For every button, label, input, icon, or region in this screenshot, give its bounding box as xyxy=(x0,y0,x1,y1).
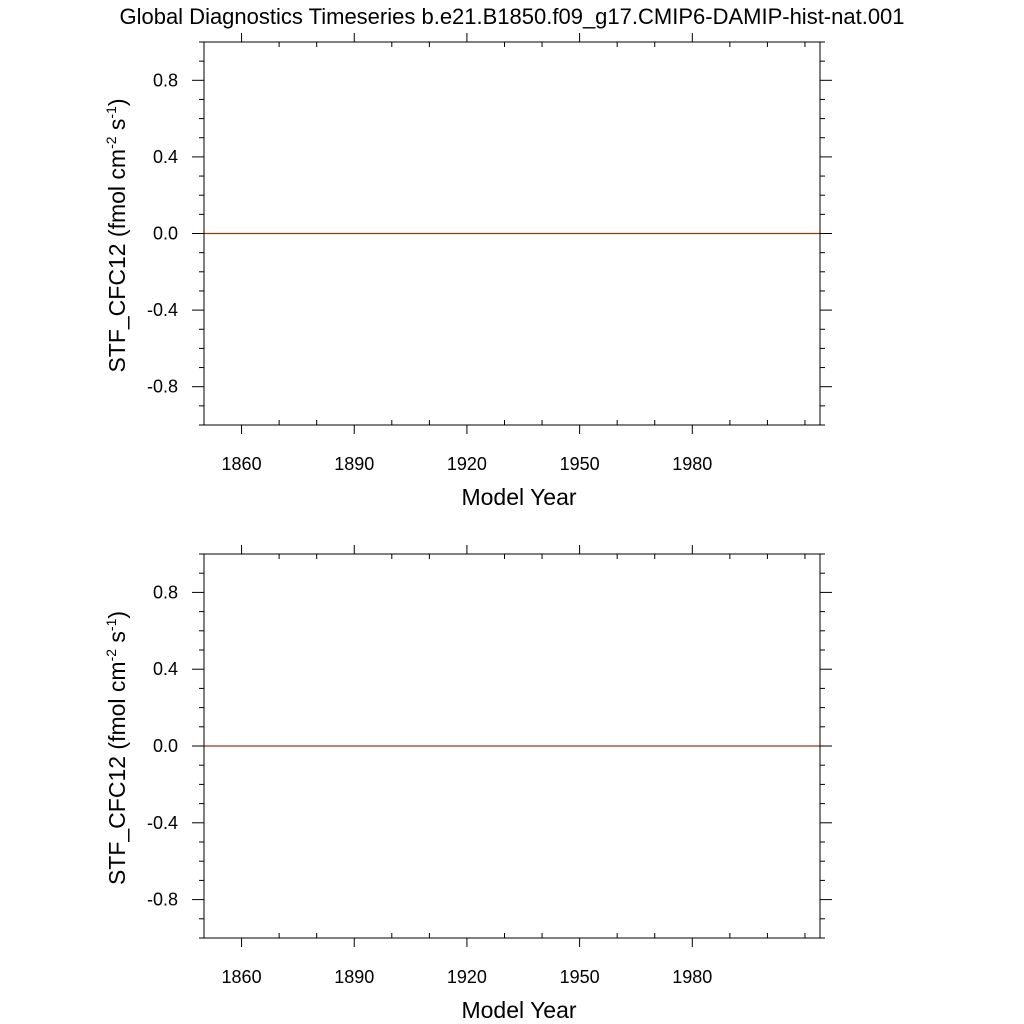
x-tick-label: 1860 xyxy=(222,454,262,474)
y-axis-title: STF_CFC12 (fmol cm-2 s-1) xyxy=(103,611,130,885)
y-tick-label: 0.0 xyxy=(153,736,178,756)
chart-panel-bottom: 1860 1890 1920 1950 1980 0.8 0.4 0.0 -0.4 -0.8 Mod… xyxy=(103,545,832,1023)
y-axis-title-text: ) xyxy=(104,611,130,619)
y-tick-label: 0.4 xyxy=(153,147,178,167)
x-tick-label: 1950 xyxy=(560,967,600,987)
y-tick-label: 0.8 xyxy=(153,582,178,602)
x-tick-label: 1920 xyxy=(447,967,487,987)
y-axis-title-superscript: -1 xyxy=(103,106,119,119)
y-axis-title-superscript: -2 xyxy=(103,136,119,149)
x-tick-label: 1980 xyxy=(672,454,712,474)
x-tick-label: 1860 xyxy=(222,967,262,987)
y-axis-title-text: s xyxy=(104,631,130,649)
y-axis-title-text: STF_CFC12 (fmol cm xyxy=(104,661,130,885)
x-tick-label: 1890 xyxy=(334,967,374,987)
y-axis-title-superscript: -1 xyxy=(103,618,119,631)
x-tick-label: 1920 xyxy=(447,454,487,474)
y-axis-title-text: s xyxy=(104,119,130,137)
figure-title: Global Diagnostics Timeseries b.e21.B185… xyxy=(119,4,904,29)
y-tick-label: 0.0 xyxy=(153,224,178,244)
x-axis-title: Model Year xyxy=(461,997,576,1023)
y-tick-label: -0.4 xyxy=(147,813,178,833)
x-axis-title: Model Year xyxy=(461,484,576,510)
y-tick-label: 0.4 xyxy=(153,659,178,679)
y-axis-title-text: STF_CFC12 (fmol cm xyxy=(104,149,130,373)
y-tick-label: -0.8 xyxy=(147,377,178,397)
x-tick-label: 1950 xyxy=(560,454,600,474)
y-tick-label: -0.4 xyxy=(147,300,178,320)
chart-panel-top: 1860 1890 1920 1950 1980 0.8 0.4 0.0 -0.4 -0.8 Mod… xyxy=(103,33,832,510)
x-tick-label: 1890 xyxy=(334,454,374,474)
x-tick-label: 1980 xyxy=(672,967,712,987)
y-axis-title-text: ) xyxy=(104,98,130,106)
y-tick-label: 0.8 xyxy=(153,70,178,90)
y-axis-title: STF_CFC12 (fmol cm-2 s-1) xyxy=(103,98,130,372)
y-tick-label: -0.8 xyxy=(147,890,178,910)
y-axis-title-superscript: -2 xyxy=(103,649,119,662)
